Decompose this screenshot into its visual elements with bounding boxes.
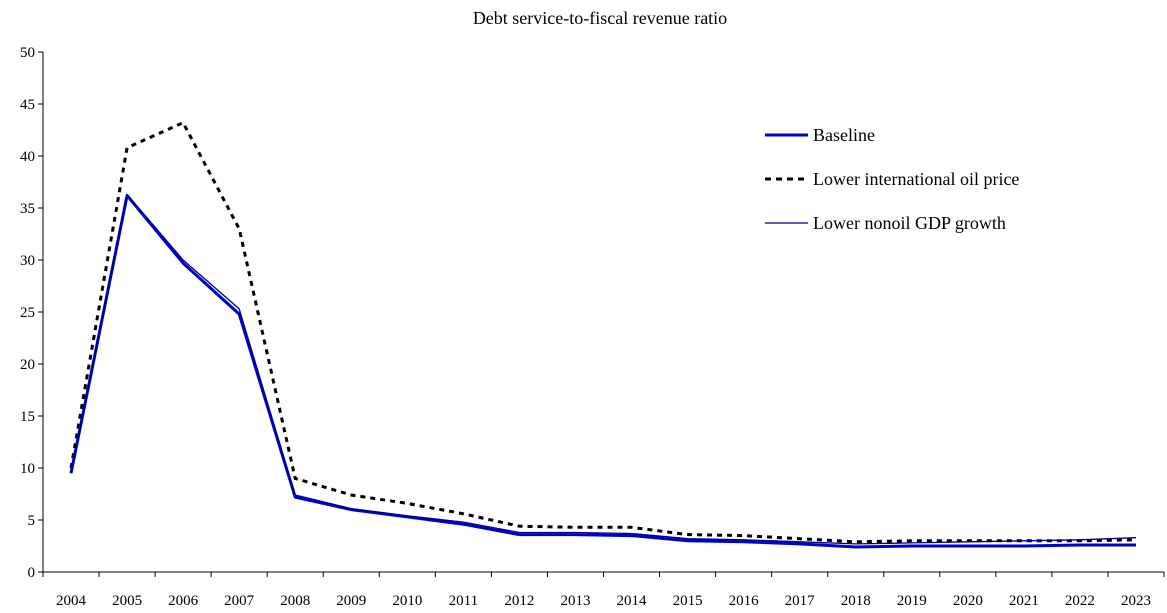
y-tick-label: 0 bbox=[28, 565, 36, 581]
legend-label-baseline: Baseline bbox=[813, 125, 875, 145]
series-line-baseline bbox=[69, 194, 1136, 549]
y-tick-label: 15 bbox=[20, 409, 35, 425]
x-tick-label: 2010 bbox=[392, 593, 422, 609]
x-tick-label: 2017 bbox=[785, 593, 816, 609]
y-tick-label: 20 bbox=[20, 357, 35, 373]
x-tick-label: 2019 bbox=[897, 593, 927, 609]
x-tick-label: 2015 bbox=[673, 593, 703, 609]
series-line-lower-nonoil-gdp-growth bbox=[70, 193, 1137, 545]
y-tick-label: 30 bbox=[20, 253, 35, 269]
x-tick-label: 2014 bbox=[617, 593, 648, 609]
x-tick-label: 2004 bbox=[56, 593, 87, 609]
y-tick-label: 35 bbox=[20, 201, 35, 217]
x-tick-label: 2022 bbox=[1065, 593, 1095, 609]
x-tick-label: 2016 bbox=[729, 593, 760, 609]
x-tick-label: 2023 bbox=[1121, 593, 1151, 609]
chart-title: Debt service-to-fiscal revenue ratio bbox=[473, 8, 727, 28]
series-layer bbox=[69, 121, 1137, 549]
y-tick-label: 50 bbox=[20, 45, 35, 61]
x-tick-label: 2021 bbox=[1009, 593, 1039, 609]
x-tick-label: 2009 bbox=[336, 593, 366, 609]
x-tick-label: 2012 bbox=[504, 593, 534, 609]
x-tick-label: 2006 bbox=[168, 593, 199, 609]
y-tick-label: 5 bbox=[28, 513, 36, 529]
x-tick-label: 2007 bbox=[224, 593, 255, 609]
y-tick-label: 10 bbox=[20, 461, 35, 477]
legend-label-lower-nonoil-gdp-growth: Lower nonoil GDP growth bbox=[813, 213, 1006, 233]
x-tick-label: 2005 bbox=[112, 593, 142, 609]
x-tick-label: 2020 bbox=[953, 593, 983, 609]
x-tick-label: 2018 bbox=[841, 593, 871, 609]
y-tick-label: 40 bbox=[20, 149, 35, 165]
x-tick-label: 2008 bbox=[280, 593, 310, 609]
series-line-lower-international-oil-price bbox=[69, 121, 1137, 544]
axes: 0 5 10 15 20 25 30 35 40 45 50 2004 2005 2006 2007 2008… bbox=[20, 45, 1165, 609]
x-tick-label: 2013 bbox=[560, 593, 590, 609]
legend: Baseline Lower international oil price Low… bbox=[765, 125, 1019, 233]
legend-label-lower-international-oil-price: Lower international oil price bbox=[813, 169, 1019, 189]
y-tick-label: 25 bbox=[20, 305, 35, 321]
x-tick-label: 2011 bbox=[449, 593, 478, 609]
y-tick-label: 45 bbox=[20, 97, 35, 113]
